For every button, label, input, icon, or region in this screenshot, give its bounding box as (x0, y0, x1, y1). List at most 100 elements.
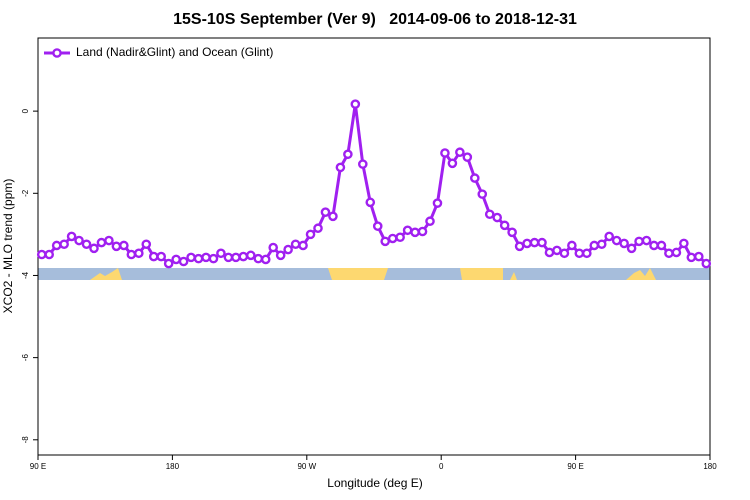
data-point (402, 225, 413, 236)
data-point (425, 216, 435, 227)
data-point (499, 220, 510, 231)
data-point (537, 237, 547, 248)
data-point (671, 247, 682, 258)
y-tick-label: -6 (21, 354, 30, 362)
data-point (171, 254, 181, 265)
data-point (679, 238, 689, 249)
data-point (582, 248, 592, 259)
y-tick-label: -8 (21, 436, 30, 444)
land-region (626, 268, 656, 280)
data-point (253, 253, 264, 264)
data-point (462, 152, 473, 162)
data-point (186, 252, 196, 263)
data-point (343, 149, 353, 160)
data-point (522, 238, 532, 249)
data-point (649, 240, 659, 251)
data-point (111, 241, 122, 252)
data-point (455, 147, 465, 158)
x-tick-label: 90 E (30, 462, 46, 471)
data-point (626, 243, 637, 254)
data-point (268, 242, 279, 253)
data-point (298, 240, 308, 251)
data-point (96, 237, 107, 248)
y-tick-label: -4 (21, 271, 30, 279)
data-point (350, 99, 361, 109)
land-ocean-band (38, 268, 710, 280)
y-tick-label: 0 (21, 108, 30, 113)
data-point (641, 235, 652, 246)
data-point (514, 241, 525, 252)
data-point (664, 248, 674, 259)
data-point (477, 189, 488, 199)
chart-title: 15S-10S September (Ver 9) 2014-09-06 to … (173, 11, 577, 28)
x-tick-label: 180 (703, 462, 717, 471)
data-point (380, 236, 391, 247)
data-point (611, 235, 622, 246)
data-point (283, 244, 293, 255)
data-point (231, 252, 241, 263)
data-point (275, 250, 286, 261)
x-tick-label: 0 (439, 462, 444, 471)
data-point (201, 252, 211, 263)
data-point (589, 240, 600, 251)
land-region (90, 268, 122, 280)
data-point (328, 211, 338, 222)
data-point (320, 207, 331, 217)
data-point (89, 243, 99, 254)
land-region (510, 272, 517, 280)
data-point (574, 248, 585, 259)
data-point (440, 148, 450, 158)
x-tick-label: 180 (166, 462, 180, 471)
data-point (365, 197, 376, 208)
data-point (104, 235, 114, 246)
plot-frame (37, 37, 711, 456)
legend-label: Land (Nadir&Glint) and Ocean (Glint) (76, 45, 273, 59)
data-point (305, 229, 316, 240)
data-point (432, 198, 443, 208)
data-point (290, 239, 301, 250)
data-point (156, 251, 166, 262)
data-point (178, 256, 189, 267)
data-point (484, 209, 495, 220)
data-point (694, 251, 704, 262)
data-point (335, 162, 346, 173)
land-region (460, 268, 503, 280)
data-point (260, 254, 271, 265)
data-point (223, 252, 234, 263)
data-point (529, 237, 540, 248)
data-point (410, 227, 420, 238)
data-point (74, 235, 84, 246)
data-point (66, 231, 77, 242)
data-point (36, 249, 47, 260)
data-point (701, 258, 712, 269)
data-point (395, 232, 405, 243)
data-point (567, 240, 577, 251)
data-point (163, 258, 174, 269)
data-point (544, 247, 555, 258)
x-tick-label: 90 E (567, 462, 583, 471)
data-point (119, 240, 129, 251)
data-point (216, 248, 226, 259)
x-axis-label: Longitude (deg E) (327, 476, 422, 490)
data-point (81, 239, 92, 250)
data-point (44, 249, 55, 260)
y-axis-label: XCO2 - MLO trend (ppm) (1, 179, 15, 314)
data-point (193, 253, 204, 264)
data-point (238, 251, 249, 262)
land-region (328, 268, 388, 280)
data-point (447, 158, 458, 169)
data-point (141, 239, 152, 250)
data-point (357, 159, 368, 169)
data-point (596, 239, 607, 250)
data-point (133, 248, 144, 259)
y-tick-label: -2 (21, 189, 30, 197)
data-point (59, 239, 69, 250)
data-point (507, 227, 517, 238)
data-point (51, 240, 62, 251)
data-point (492, 212, 503, 223)
data-point (656, 240, 667, 251)
data-point (387, 233, 398, 244)
data-point (604, 231, 615, 242)
legend-marker (52, 48, 62, 58)
